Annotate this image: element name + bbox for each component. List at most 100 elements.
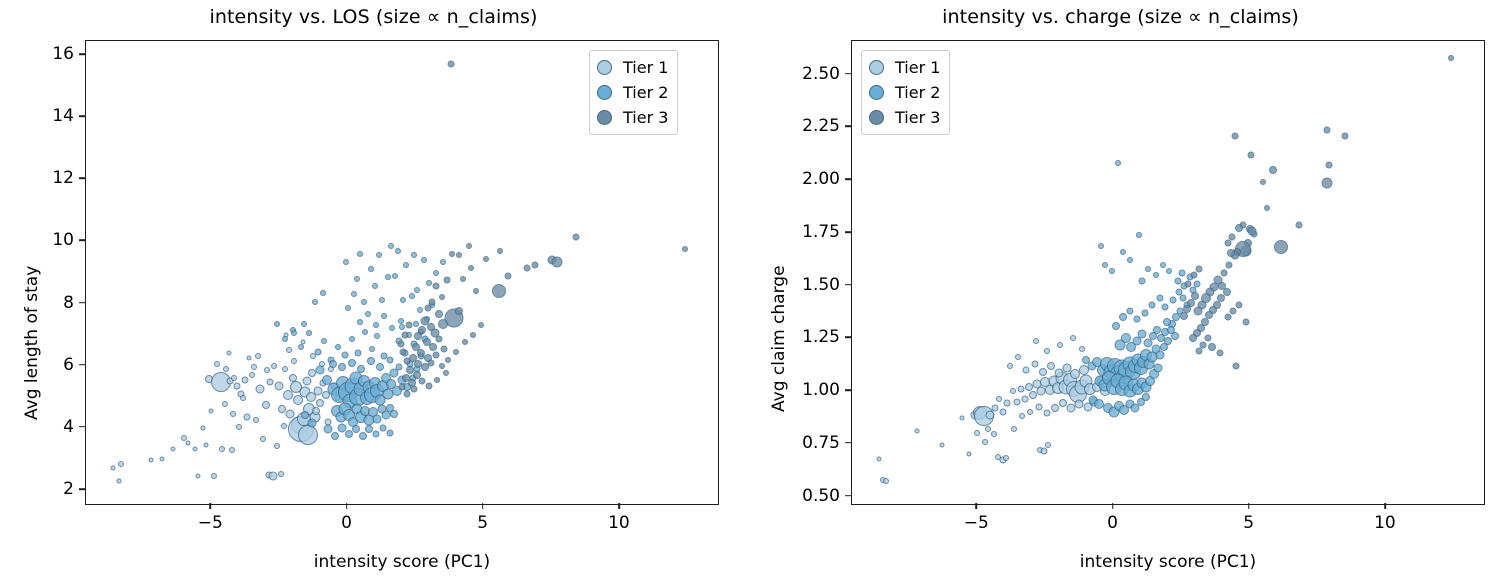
data-point — [208, 408, 214, 414]
data-point — [1025, 382, 1034, 391]
y-tick-label: 2.00 — [802, 169, 840, 190]
data-point — [1172, 313, 1181, 322]
data-point — [1062, 363, 1072, 373]
data-point — [1164, 336, 1172, 345]
data-point — [365, 425, 374, 434]
data-point — [388, 243, 395, 250]
data-point — [266, 378, 274, 386]
data-point — [1015, 354, 1022, 361]
data-point — [1220, 269, 1228, 277]
data-point — [233, 382, 241, 390]
data-point — [1234, 223, 1243, 232]
y-tick-mark — [79, 301, 85, 304]
data-point — [1184, 280, 1192, 288]
data-point — [425, 382, 433, 390]
data-point — [421, 363, 430, 372]
data-point — [308, 369, 317, 378]
data-point — [572, 233, 580, 241]
legend-marker-icon — [597, 110, 612, 125]
data-point — [1190, 271, 1198, 279]
legend-entry[interactable]: Tier 1 — [597, 57, 668, 78]
y-tick-label: 1.50 — [802, 274, 840, 295]
data-point — [185, 440, 191, 446]
y-tick-label: 14 — [52, 106, 74, 127]
data-point — [358, 431, 367, 440]
legend-entry[interactable]: Tier 3 — [869, 107, 940, 128]
data-point — [438, 294, 445, 301]
data-point — [504, 272, 512, 280]
data-point — [347, 358, 356, 367]
data-point — [397, 340, 405, 348]
y-tick-label: 10 — [52, 230, 74, 251]
data-point — [1019, 413, 1026, 420]
data-point — [1187, 298, 1196, 307]
y-tick-mark — [845, 178, 851, 180]
data-point — [268, 471, 278, 481]
data-point — [223, 365, 230, 372]
data-point — [386, 429, 394, 437]
data-point — [281, 336, 288, 343]
data-point — [1200, 317, 1209, 326]
y-tick-label: 6 — [63, 354, 74, 375]
data-point — [254, 353, 261, 360]
data-point — [366, 357, 375, 366]
data-point — [379, 424, 387, 432]
data-point — [1043, 409, 1051, 417]
data-point — [311, 299, 318, 306]
legend-label: Tier 3 — [623, 107, 669, 127]
data-point — [195, 473, 201, 479]
legend-label: Tier 2 — [895, 82, 941, 102]
data-point — [148, 457, 154, 463]
data-point — [445, 356, 452, 363]
data-point — [1247, 226, 1257, 236]
data-point — [300, 320, 307, 327]
data-point — [1119, 405, 1130, 416]
data-point — [1007, 362, 1013, 369]
data-point — [315, 365, 325, 375]
data-point — [273, 320, 280, 327]
legend-entry[interactable]: Tier 2 — [597, 82, 668, 103]
data-point — [314, 348, 322, 356]
data-point — [531, 261, 539, 269]
data-point — [1149, 332, 1158, 341]
legend-entry[interactable]: Tier 1 — [869, 57, 940, 78]
data-point — [1159, 261, 1166, 268]
data-point — [321, 391, 330, 400]
data-point — [1040, 447, 1048, 455]
legend-label: Tier 3 — [895, 107, 941, 127]
legend-entry[interactable]: Tier 2 — [869, 82, 940, 103]
plot-area-charge — [851, 40, 1485, 505]
data-point — [261, 401, 270, 410]
data-point — [428, 298, 436, 306]
data-point — [1242, 318, 1250, 326]
data-point — [235, 424, 242, 431]
data-point — [1136, 232, 1143, 239]
data-point — [417, 349, 426, 358]
data-point — [321, 337, 328, 344]
x-tick-mark — [618, 503, 620, 509]
legend-marker-icon — [597, 60, 612, 75]
legend-entry[interactable]: Tier 3 — [597, 107, 668, 128]
data-point — [442, 370, 449, 377]
data-point — [389, 409, 398, 418]
data-point — [439, 258, 446, 265]
data-point — [278, 405, 287, 414]
data-point — [1148, 301, 1156, 309]
data-point — [1083, 402, 1093, 412]
data-point — [1029, 391, 1038, 400]
data-point — [1175, 288, 1183, 296]
data-point — [395, 363, 403, 371]
data-point — [293, 394, 304, 405]
data-point — [221, 400, 228, 407]
data-point — [241, 376, 249, 384]
data-point — [991, 404, 999, 412]
data-point — [116, 478, 122, 484]
panel-los: intensity vs. LOS (size ∝ n_claims) Avg … — [22, 6, 719, 572]
data-point — [966, 451, 972, 457]
data-point — [453, 348, 460, 355]
data-point — [306, 330, 313, 337]
x-tick-label: 5 — [1243, 513, 1255, 533]
data-point — [1224, 239, 1232, 247]
data-point — [422, 338, 431, 347]
data-point — [1321, 177, 1333, 189]
